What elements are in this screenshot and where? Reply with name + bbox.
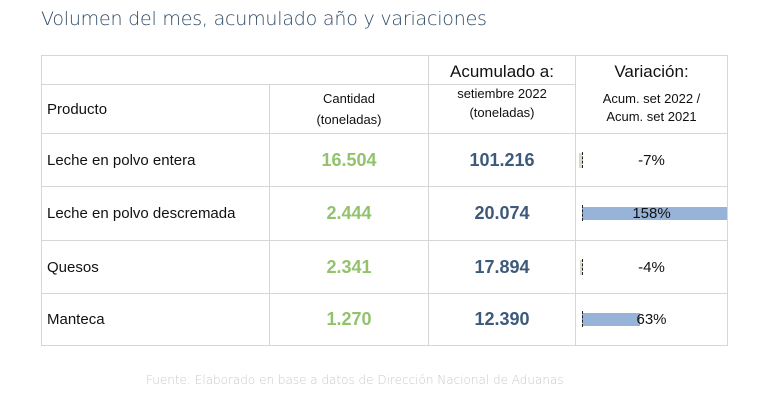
row-producto: Quesos <box>47 258 99 276</box>
header-cantidad-line2: (toneladas) <box>316 112 382 127</box>
data-table: Producto Cantidad (toneladas) Acumulado … <box>41 55 728 346</box>
divider <box>428 56 429 345</box>
row-variacion: 63% <box>576 294 727 345</box>
bar-axis <box>582 205 583 221</box>
header-acumulado-line3: (toneladas) <box>469 105 535 120</box>
row-cantidad: 2.444 <box>326 203 372 223</box>
header-cantidad-line1: Cantidad <box>322 91 376 106</box>
variation-bar-positive <box>582 207 727 220</box>
variation-bar-positive <box>582 313 640 326</box>
row-acumulado: 101.216 <box>469 149 535 170</box>
row-producto: Manteca <box>47 311 105 328</box>
divider <box>42 186 727 187</box>
row-acumulado: 20.074 <box>474 203 530 223</box>
header-cantidad: Cantidad (toneladas) <box>270 85 428 133</box>
header-variacion: Variación: Acum. set 2022 / Acum. set 20… <box>576 56 727 133</box>
row-acumulado: 17.894 <box>474 256 530 277</box>
variation-value: 63% <box>636 311 667 328</box>
row-cantidad: 16.504 <box>321 149 377 170</box>
variation-value: 158% <box>632 205 671 222</box>
divider <box>575 56 576 345</box>
bar-axis <box>582 259 583 275</box>
variation-value: -4% <box>638 258 665 276</box>
row-acumulado: 12.390 <box>474 309 530 329</box>
header-acumulado: Acumulado a: setiembre 2022 (toneladas) <box>429 56 575 133</box>
divider <box>269 84 270 345</box>
header-variacion-line3: Acum. set 2021 <box>606 109 697 124</box>
header-producto: Producto <box>47 100 108 118</box>
header-variacion-line1: Variación: <box>614 62 689 81</box>
header-acumulado-line2: setiembre 2022 <box>457 86 547 101</box>
row-variacion: -4% <box>576 241 727 293</box>
bar-axis <box>582 152 583 168</box>
divider <box>42 84 576 85</box>
source-note: Fuente: Elaborado en base a datos de Dir… <box>146 373 564 387</box>
row-variacion: -7% <box>576 134 727 186</box>
variation-bar-negative <box>579 153 582 168</box>
divider <box>42 133 727 134</box>
row-cantidad: 1.270 <box>326 309 372 329</box>
header-variacion-line2: Acum. set 2022 / <box>602 91 701 106</box>
row-variacion: 158% <box>576 187 727 240</box>
variation-value: -7% <box>638 151 665 169</box>
header-acumulado-line1: Acumulado a: <box>450 62 554 81</box>
variation-bar-negative <box>580 260 582 275</box>
page-title: Volumen del mes, acumulado año y variaci… <box>41 8 487 30</box>
bar-axis <box>582 311 583 327</box>
row-cantidad: 2.341 <box>326 256 372 277</box>
row-producto: Leche en polvo descremada <box>47 205 236 222</box>
divider <box>42 293 727 294</box>
divider <box>42 240 727 241</box>
row-producto: Leche en polvo entera <box>47 151 196 169</box>
